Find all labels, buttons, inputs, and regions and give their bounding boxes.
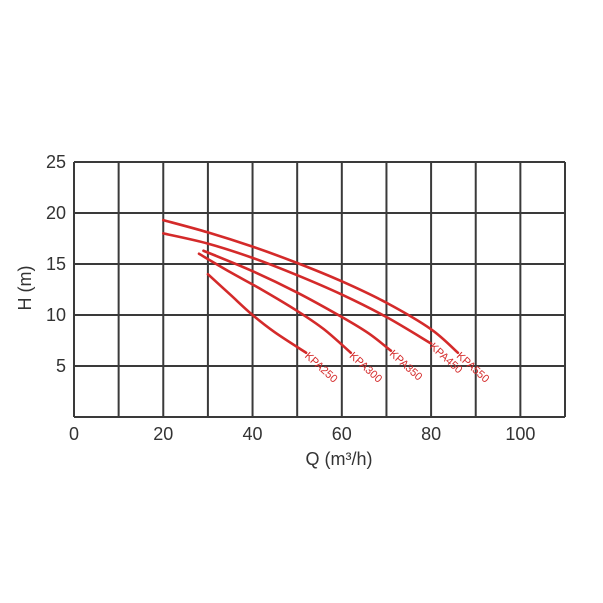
x-tick-label: 80 bbox=[421, 424, 441, 444]
series-label-kpa300: KPA300 bbox=[347, 350, 384, 385]
x-tick-label: 100 bbox=[505, 424, 535, 444]
chart-grid bbox=[73, 161, 566, 418]
y-tick-label: 25 bbox=[46, 152, 66, 172]
y-tick-label: 15 bbox=[46, 254, 66, 274]
x-tick-label: 40 bbox=[243, 424, 263, 444]
y-tick-label: 5 bbox=[56, 356, 66, 376]
y-tick-label: 10 bbox=[46, 305, 66, 325]
curve-kpa250 bbox=[206, 272, 308, 355]
series-label-kpa250: KPA250 bbox=[302, 350, 339, 385]
curve-kpa300 bbox=[197, 252, 353, 355]
curve-kpa350 bbox=[202, 249, 393, 352]
x-tick-label: 0 bbox=[69, 424, 79, 444]
y-axis-title: H (m) bbox=[15, 266, 35, 311]
curve-kpa450 bbox=[161, 232, 433, 345]
x-tick-label: 60 bbox=[332, 424, 352, 444]
curve-kpa550 bbox=[161, 218, 460, 355]
x-axis-ticks: 0 20 40 60 80 100 bbox=[69, 424, 535, 444]
x-axis-title: Q (m³/h) bbox=[306, 449, 373, 469]
x-tick-label: 20 bbox=[153, 424, 173, 444]
y-axis-ticks: 5 10 15 20 25 bbox=[46, 152, 66, 376]
y-tick-label: 20 bbox=[46, 203, 66, 223]
